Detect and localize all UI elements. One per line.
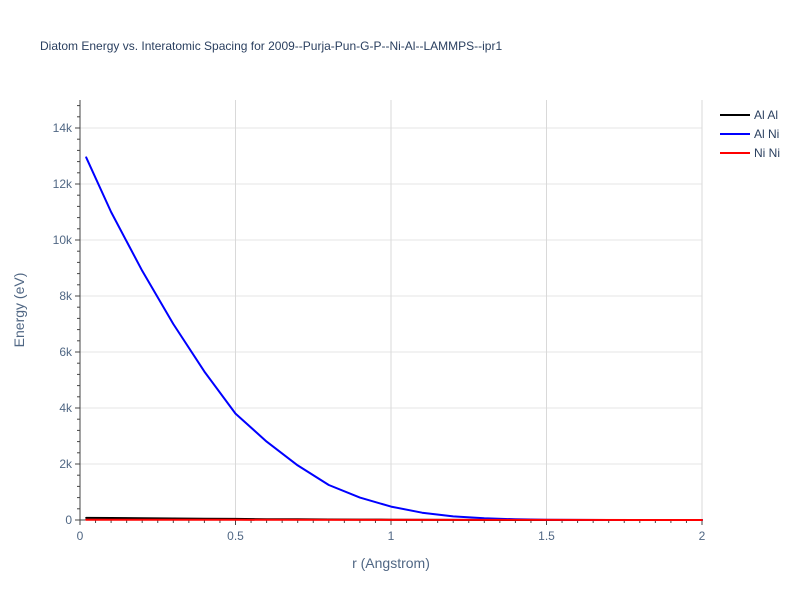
y-tick-label: 4k <box>59 401 73 415</box>
legend[interactable]: Al Al Al Ni Ni Ni <box>720 108 780 160</box>
x-tick-label: 0 <box>77 529 84 543</box>
y-tick-label: 0 <box>65 513 72 527</box>
chart-title: Diatom Energy vs. Interatomic Spacing fo… <box>40 39 502 53</box>
x-tick-label: 1 <box>388 529 395 543</box>
y-tick-label: 10k <box>53 233 73 247</box>
x-tick-label: 0.5 <box>227 529 244 543</box>
x-tick-label: 1.5 <box>538 529 555 543</box>
y-tick-label: 8k <box>59 289 73 303</box>
legend-label: Al Ni <box>754 127 779 141</box>
y-tick-label: 2k <box>59 457 73 471</box>
legend-label: Al Al <box>754 108 778 122</box>
legend-label: Ni Ni <box>754 146 780 160</box>
x-axis-title: r (Angstrom) <box>352 555 430 571</box>
y-tick-label: 14k <box>53 121 73 135</box>
y-axis-title: Energy (eV) <box>11 273 27 348</box>
x-tick-label: 2 <box>699 529 706 543</box>
y-tick-label: 12k <box>53 177 73 191</box>
y-tick-label: 6k <box>59 345 73 359</box>
